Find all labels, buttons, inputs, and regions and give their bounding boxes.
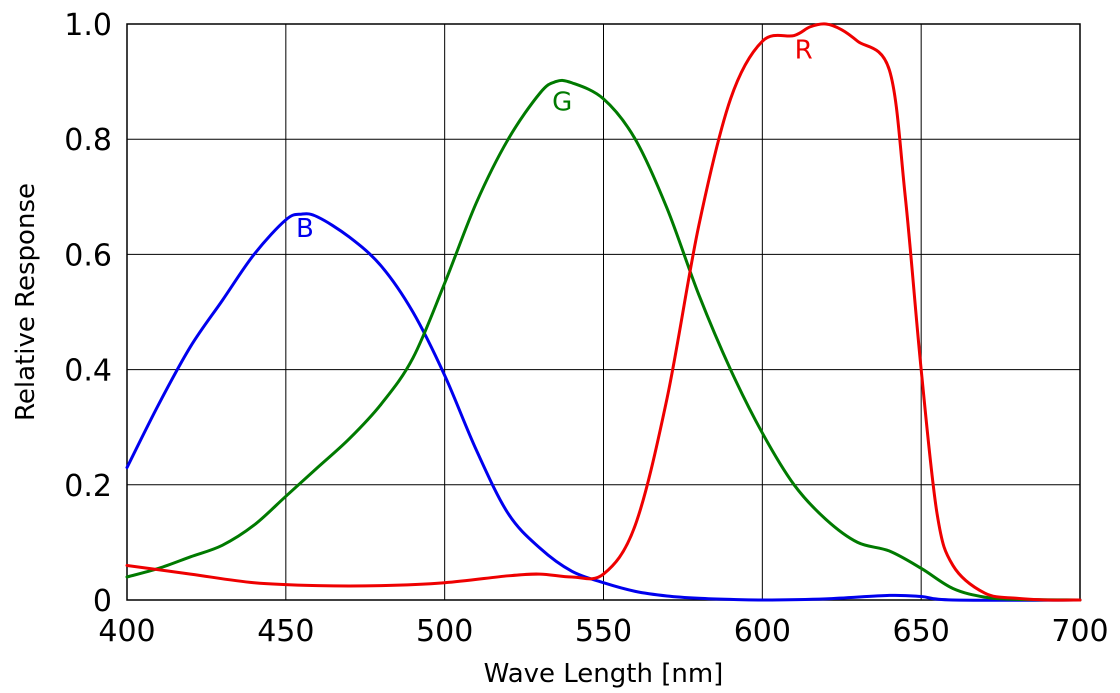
y-tick-label: 0.8 bbox=[64, 123, 112, 158]
y-tick-label: 0.4 bbox=[64, 354, 112, 389]
y-axis-title: Relative Response bbox=[11, 183, 41, 421]
x-tick-label: 600 bbox=[734, 614, 791, 649]
series-line-r bbox=[125, 22, 1082, 602]
y-tick-label: 0 bbox=[93, 584, 112, 619]
y-axis-ticks: 0 0.2 0.4 0.6 0.8 1.0 bbox=[64, 8, 112, 619]
x-tick-label: 500 bbox=[416, 614, 473, 649]
x-tick-label: 400 bbox=[98, 614, 155, 649]
series-line-b bbox=[125, 212, 1082, 602]
series-lines bbox=[125, 22, 1082, 602]
plot-frame bbox=[126, 23, 1081, 601]
series-labels: B G R bbox=[296, 36, 813, 245]
x-tick-label: 450 bbox=[257, 614, 314, 649]
x-axis-title: Wave Length [nm] bbox=[484, 659, 724, 689]
y-tick-label: 0.6 bbox=[64, 238, 112, 273]
series-label-r: R bbox=[795, 36, 813, 66]
x-tick-label: 650 bbox=[893, 614, 950, 649]
series-label-g: G bbox=[552, 87, 572, 117]
y-tick-label: 1.0 bbox=[64, 8, 112, 43]
series-label-b: B bbox=[296, 214, 314, 244]
series-line-g bbox=[125, 78, 1082, 602]
x-axis-ticks: 400 450 500 550 600 650 700 bbox=[98, 614, 1108, 649]
x-tick-label: 700 bbox=[1051, 614, 1108, 649]
y-tick-label: 0.2 bbox=[64, 469, 112, 504]
x-tick-label: 550 bbox=[575, 614, 632, 649]
